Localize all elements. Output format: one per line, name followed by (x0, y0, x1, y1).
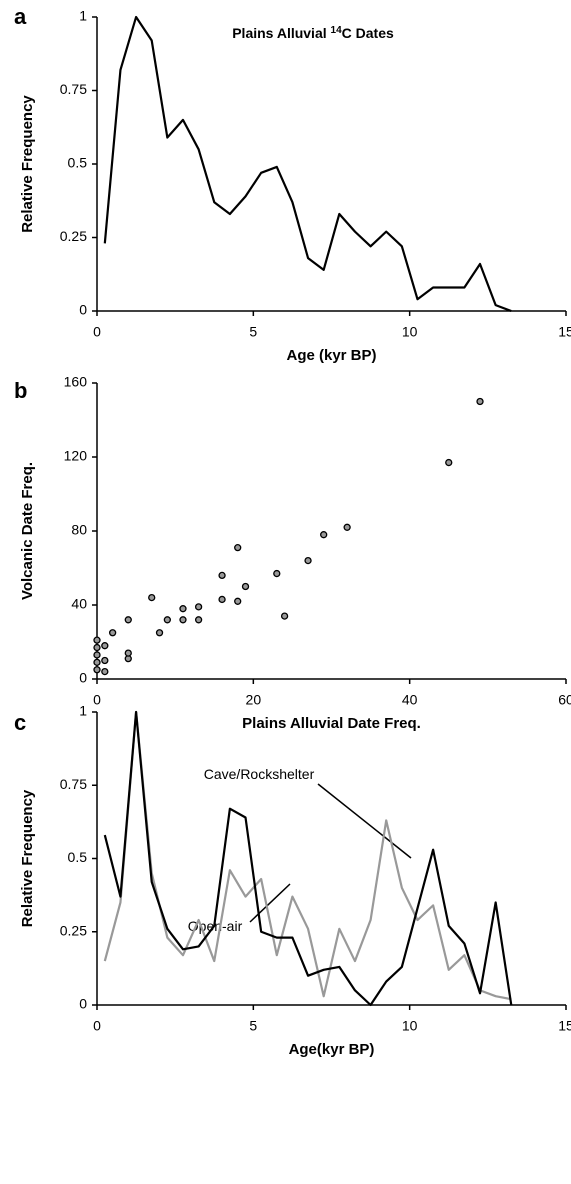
x-tick-label: 5 (249, 1018, 257, 1034)
x-tick-label: 60 (558, 692, 571, 708)
scatter-point (234, 544, 242, 552)
scatter-point (163, 616, 172, 624)
x-axis-title: Plains Alluvial Date Freq. (242, 715, 421, 732)
y-tick-label: 0.75 (60, 776, 87, 792)
scatter-point (124, 616, 132, 624)
x-tick-label: 15 (558, 324, 571, 340)
x-axis-title: Age (kyr BP) (286, 347, 376, 364)
scatter-point (93, 636, 101, 644)
y-tick-label: 40 (71, 596, 87, 612)
scatter-point (320, 531, 328, 539)
scatter-point (101, 667, 109, 676)
panel-label: b (14, 378, 27, 403)
y-tick-label: 0 (79, 670, 87, 686)
y-tick-label: 0 (79, 302, 87, 318)
y-tick-label: 80 (71, 522, 87, 538)
y-tick-label: 0.5 (68, 155, 88, 171)
y-tick-label: 0.5 (68, 849, 88, 865)
leader-line (317, 783, 412, 859)
y-tick-label: 0.25 (60, 922, 87, 938)
scatter-point (343, 523, 351, 531)
scatter-point (194, 616, 203, 624)
y-axis-title: Relative Frequency (19, 95, 36, 233)
scatter-point (218, 595, 226, 604)
y-tick-label: 160 (64, 374, 88, 390)
scatter-point (194, 603, 203, 611)
scatter-point (445, 458, 453, 467)
scatter-point (218, 571, 226, 580)
x-tick-label: 0 (93, 324, 101, 340)
x-tick-label: 10 (402, 1018, 418, 1034)
scatter-point (273, 569, 281, 578)
leader-line (249, 883, 291, 923)
scatter-point (124, 649, 132, 657)
scatter-point (304, 556, 312, 565)
scatter-point (101, 642, 109, 650)
scatter-point (179, 616, 187, 624)
scatter-point (93, 666, 101, 674)
title-part: Plains Alluvial (232, 25, 330, 41)
series-annotation: Cave/Rockshelter (204, 766, 315, 782)
title-part: C Dates (342, 25, 394, 41)
scatter-point (234, 597, 242, 605)
scatter-point (280, 612, 289, 620)
chart-title: Plains Alluvial 14C Dates (232, 25, 394, 42)
scatter-point (93, 658, 101, 666)
scatter-point (108, 629, 117, 637)
y-tick-label: 120 (64, 448, 88, 464)
scatter-point (155, 629, 164, 637)
y-axis-title: Relative Frequency (19, 789, 36, 927)
y-axis-title: Volcanic Date Freq. (19, 462, 36, 600)
scatter-point (241, 582, 250, 591)
y-tick-label: 0 (79, 996, 87, 1012)
x-axis-title: Age(kyr BP) (289, 1041, 375, 1058)
y-tick-label: 0.25 (60, 228, 87, 244)
data-line (103, 710, 513, 1007)
x-tick-label: 5 (249, 324, 257, 340)
x-tick-label: 10 (402, 324, 418, 340)
x-tick-label: 0 (93, 1018, 101, 1034)
y-tick-label: 1 (79, 8, 87, 24)
y-tick-label: 0.75 (60, 81, 87, 97)
title-part: 14 (331, 25, 343, 36)
scatter-point (148, 593, 156, 602)
data-line (103, 710, 512, 1001)
scatter-point (93, 643, 101, 652)
x-tick-label: 20 (246, 692, 262, 708)
scatter-point (476, 397, 484, 406)
scatter-point (101, 656, 109, 665)
x-tick-label: 15 (558, 1018, 571, 1034)
x-tick-label: 0 (93, 692, 101, 708)
scatter-point (179, 605, 187, 613)
panel-label: c (14, 710, 26, 735)
y-tick-label: 1 (79, 703, 87, 719)
scatter-point (93, 651, 101, 659)
x-tick-label: 40 (402, 692, 418, 708)
data-line (103, 15, 512, 313)
panel-label: a (14, 4, 27, 29)
